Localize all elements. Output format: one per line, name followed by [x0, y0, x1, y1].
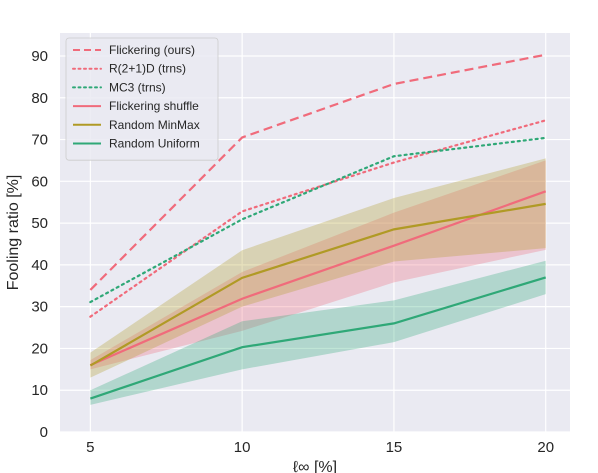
y-tick-label: 10 [31, 382, 48, 399]
line-r-2-1-d-trns [89, 119, 547, 318]
band-random-uniform [90, 260, 546, 405]
legend-label: Random Uniform [109, 137, 200, 151]
confidence-bands [90, 158, 546, 405]
line-mc3-trns [89, 136, 547, 304]
band-flickering-shuffle [90, 160, 546, 370]
x-tick-label: 15 [386, 439, 403, 456]
y-tick-label: 20 [31, 340, 48, 357]
y-tick-labels: 0 10 20 30 40 50 60 70 80 90 [31, 48, 48, 441]
line-flickering-ours [89, 53, 546, 291]
line-random-minmax [89, 202, 546, 367]
y-tick-label: 90 [31, 48, 48, 65]
line-random-uniform [90, 276, 547, 400]
legend-label: R(2+1)D (trns) [109, 62, 186, 76]
y-tick-label: 0 [40, 424, 48, 441]
x-tick-label: 20 [537, 439, 554, 456]
x-tick-label: 10 [234, 439, 251, 456]
legend-label: MC3 (trns) [109, 80, 166, 94]
x-tick-label: 5 [86, 439, 94, 456]
y-tick-label: 60 [31, 173, 48, 190]
y-tick-label: 40 [31, 257, 48, 274]
x-tick-labels: 5 10 15 20 [86, 439, 554, 456]
line-flickering-shuffle [89, 190, 547, 367]
legend: Flickering (ours) R(2+1)D (trns) MC3 (trns… [65, 37, 219, 161]
legend-label: Flickering (ours) [109, 43, 195, 57]
y-tick-label: 50 [31, 215, 48, 232]
legend-label: Flickering shuffle [109, 99, 199, 113]
y-tick-label: 30 [31, 299, 48, 316]
y-axis-label: Fooling ratio [%] [5, 175, 22, 291]
x-axis-label: ℓ∞ [%] [293, 459, 337, 473]
band-random-minmax [90, 158, 546, 378]
y-tick-label: 80 [31, 90, 48, 107]
legend-box [65, 37, 219, 161]
legend-label: Random MinMax [109, 118, 200, 132]
y-tick-label: 70 [31, 132, 48, 149]
series-lines [89, 53, 547, 400]
